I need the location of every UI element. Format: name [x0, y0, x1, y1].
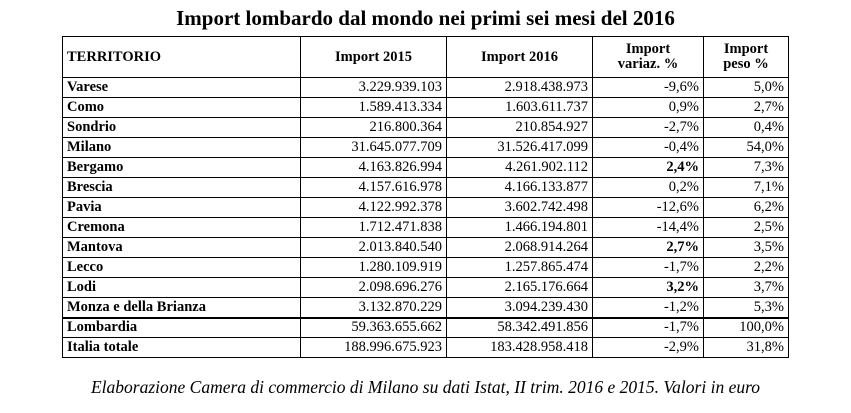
variazione-value: -2,9% — [592, 337, 704, 358]
import-2015-value: 4.163.826.994 — [300, 157, 447, 178]
variazione-value: 0,2% — [592, 177, 704, 198]
variazione-value: 3,2% — [592, 277, 704, 298]
header-peso: Import peso % — [703, 36, 789, 78]
import-2016-value: 183.428.958.418 — [446, 337, 593, 358]
table-row: Pavia 4.122.992.378 3.602.742.498 -12,6%… — [62, 197, 789, 218]
source-caption: Elaborazione Camera di commercio di Mila… — [90, 377, 760, 397]
import-2015-value: 1.589.413.334 — [300, 97, 447, 118]
variazione-value: -14,4% — [592, 217, 704, 238]
territory-name: Lombardia — [62, 316, 301, 338]
import-2015-value: 2.013.840.540 — [300, 237, 447, 258]
territory-name: Pavia — [62, 197, 301, 218]
header-peso-line1: Import — [723, 41, 769, 57]
table-row: Lodi 2.098.696.276 2.165.176.664 3,2% 3,… — [62, 277, 789, 298]
territory-name: Como — [62, 97, 301, 118]
variazione-value: -12,6% — [592, 197, 704, 218]
peso-value: 7,3% — [703, 157, 789, 178]
peso-value: 2,7% — [703, 97, 789, 118]
table-row: Mantova 2.013.840.540 2.068.914.264 2,7%… — [62, 237, 789, 258]
table-row: Cremona 1.712.471.838 1.466.194.801 -14,… — [62, 217, 789, 238]
peso-value: 7,1% — [703, 177, 789, 198]
peso-value: 6,2% — [703, 197, 789, 218]
import-2016-value: 1.603.611.737 — [446, 97, 593, 118]
header-import-2015: Import 2015 — [300, 36, 447, 78]
import-2015-value: 59.363.655.662 — [300, 316, 447, 338]
variazione-value: -2,7% — [592, 117, 704, 138]
table-row: Brescia 4.157.616.978 4.166.133.877 0,2%… — [62, 177, 789, 198]
header-territorio: TERRITORIO — [62, 36, 301, 78]
import-2015-value: 188.996.675.923 — [300, 337, 447, 358]
table-row: Monza e della Brianza 3.132.870.229 3.09… — [62, 297, 789, 318]
peso-value: 2,2% — [703, 257, 789, 278]
import-2016-value: 210.854.927 — [446, 117, 593, 138]
table-row: Varese 3.229.939.103 2.918.438.973 -9,6%… — [62, 77, 789, 98]
table-title: Import lombardo dal mondo nei primi sei … — [176, 6, 675, 30]
territory-name: Lecco — [62, 257, 301, 278]
peso-value: 31,8% — [703, 337, 789, 358]
variazione-value: -1,7% — [592, 316, 704, 338]
import-2015-value: 1.280.109.919 — [300, 257, 447, 278]
import-2015-value: 4.157.616.978 — [300, 177, 447, 198]
import-2015-value: 3.229.939.103 — [300, 77, 447, 98]
import-2016-value: 4.166.133.877 — [446, 177, 593, 198]
territory-name: Sondrio — [62, 117, 301, 138]
header-import-2016: Import 2016 — [446, 36, 593, 78]
import-2015-value: 2.098.696.276 — [300, 277, 447, 298]
territory-name: Brescia — [62, 177, 301, 198]
import-2016-value: 1.257.865.474 — [446, 257, 593, 278]
header-variazione-line1: Import — [625, 41, 671, 57]
import-2016-value: 3.602.742.498 — [446, 197, 593, 218]
import-2015-value: 1.712.471.838 — [300, 217, 447, 238]
header-variazione: Import variaz. % — [592, 36, 704, 78]
territory-name: Bergamo — [62, 157, 301, 178]
table-row: Lombardia 59.363.655.662 58.342.491.856 … — [62, 316, 789, 338]
peso-value: 3,5% — [703, 237, 789, 258]
import-2015-value: 4.122.992.378 — [300, 197, 447, 218]
import-2016-value: 31.526.417.099 — [446, 137, 593, 158]
peso-value: 5,0% — [703, 77, 789, 98]
header-row: TERRITORIO Import 2015 Import 2016 Impor… — [62, 36, 789, 78]
import-2016-value: 2.068.914.264 — [446, 237, 593, 258]
import-2016-value: 3.094.239.430 — [446, 297, 593, 318]
header-peso-line2: peso % — [723, 56, 769, 72]
peso-value: 0,4% — [703, 117, 789, 138]
peso-value: 100,0% — [703, 316, 789, 338]
import-2015-value: 31.645.077.709 — [300, 137, 447, 158]
variazione-value: 2,4% — [592, 157, 704, 178]
peso-value: 54,0% — [703, 137, 789, 158]
import-2016-value: 4.261.902.112 — [446, 157, 593, 178]
peso-value: 2,5% — [703, 217, 789, 238]
import-2016-value: 1.466.194.801 — [446, 217, 593, 238]
territory-name: Monza e della Brianza — [62, 297, 301, 318]
variazione-value: -1,7% — [592, 257, 704, 278]
territory-name: Varese — [62, 77, 301, 98]
import-2015-value: 216.800.364 — [300, 117, 447, 138]
variazione-value: -0,4% — [592, 137, 704, 158]
variazione-value: -9,6% — [592, 77, 704, 98]
territory-name: Mantova — [62, 237, 301, 258]
peso-value: 5,3% — [703, 297, 789, 318]
table-row: Italia totale 188.996.675.923 183.428.95… — [62, 337, 789, 358]
import-2016-value: 58.342.491.856 — [446, 316, 593, 338]
territory-name: Cremona — [62, 217, 301, 238]
territory-name: Milano — [62, 137, 301, 158]
import-2015-value: 3.132.870.229 — [300, 297, 447, 318]
table-row: Como 1.589.413.334 1.603.611.737 0,9% 2,… — [62, 97, 789, 118]
variazione-value: 0,9% — [592, 97, 704, 118]
table-row: Milano 31.645.077.709 31.526.417.099 -0,… — [62, 137, 789, 158]
import-table: TERRITORIO Import 2015 Import 2016 Impor… — [62, 36, 789, 358]
header-variazione-line2: variaz. % — [617, 56, 679, 72]
variazione-value: -1,2% — [592, 297, 704, 318]
territory-name: Italia totale — [62, 337, 301, 358]
peso-value: 3,7% — [703, 277, 789, 298]
table-row: Sondrio 216.800.364 210.854.927 -2,7% 0,… — [62, 117, 789, 138]
variazione-value: 2,7% — [592, 237, 704, 258]
table-row: Bergamo 4.163.826.994 4.261.902.112 2,4%… — [62, 157, 789, 178]
territory-name: Lodi — [62, 277, 301, 298]
import-2016-value: 2.165.176.664 — [446, 277, 593, 298]
import-2016-value: 2.918.438.973 — [446, 77, 593, 98]
table-row: Lecco 1.280.109.919 1.257.865.474 -1,7% … — [62, 257, 789, 278]
